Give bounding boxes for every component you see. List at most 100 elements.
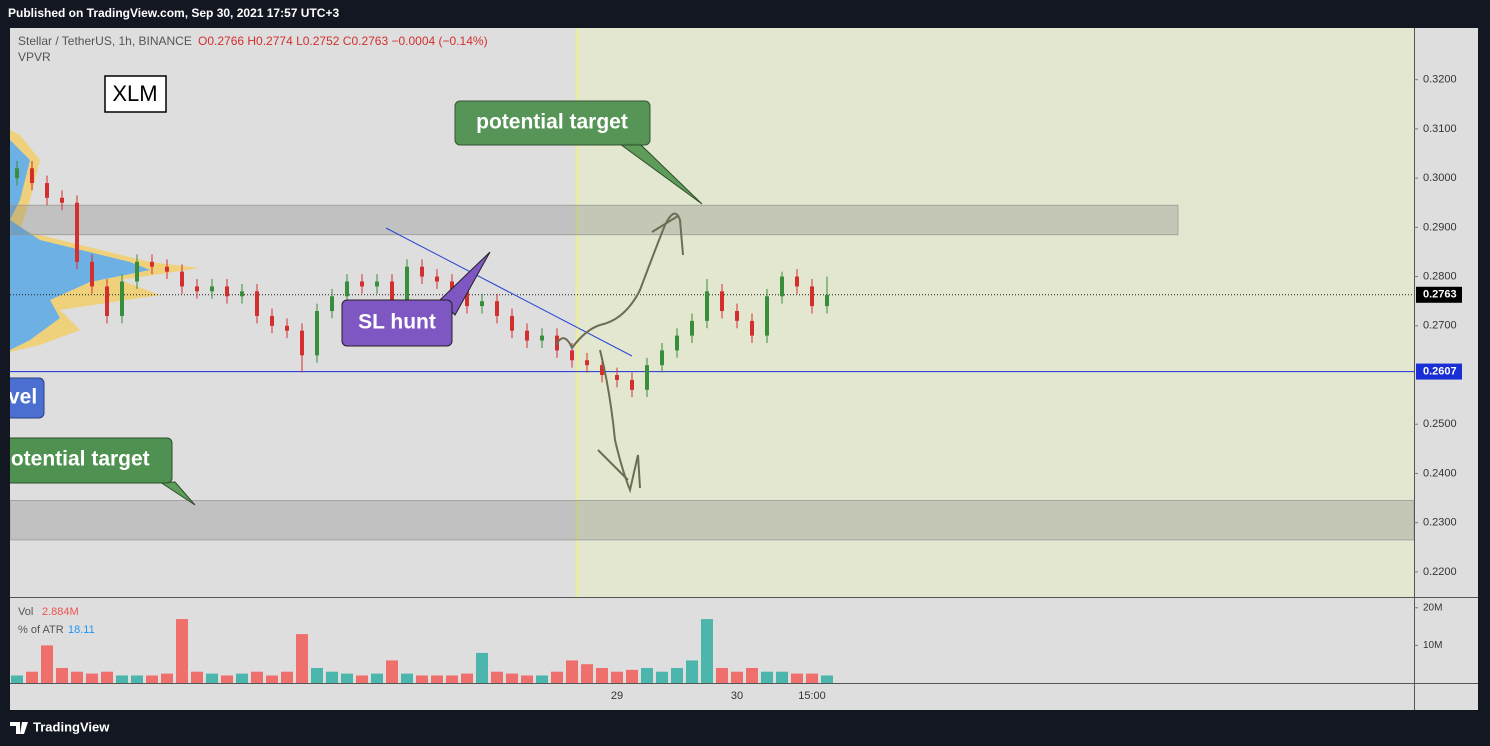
candle-body: [150, 261, 154, 267]
target-callout-top: potential target: [454, 100, 703, 205]
candle-body: [75, 202, 79, 262]
candle-body: [210, 286, 214, 292]
candle-body: [615, 375, 619, 380]
candle-body: [495, 301, 499, 316]
candle-body: [240, 291, 244, 297]
candle-body: [795, 276, 799, 287]
x-tick-label: 30: [731, 690, 743, 702]
annotation-text: SL hunt: [358, 311, 436, 334]
volume-bar: [671, 667, 683, 683]
volume-bar: [86, 673, 98, 683]
y-tick-label: 0.2800: [1423, 270, 1457, 282]
y-tick-label: 0.2700: [1423, 320, 1457, 332]
volume-bar: [101, 671, 113, 683]
volume-bar: [296, 634, 308, 683]
candle-body: [165, 266, 169, 272]
volume-bar: [206, 673, 218, 683]
candle-body: [225, 286, 229, 297]
volume-bar: [521, 675, 533, 683]
candle-body: [345, 281, 349, 297]
y-tick-label: 0.3100: [1423, 123, 1457, 135]
candle-body: [525, 330, 529, 341]
y-tick-label: 0.2300: [1423, 517, 1457, 529]
y-tick-label: 0.3000: [1423, 172, 1457, 184]
volume-bar: [596, 667, 608, 683]
candle-body: [600, 365, 604, 376]
annotation-text: XLM: [112, 81, 157, 106]
candle-body: [135, 261, 139, 282]
indicator-label: VPVR: [18, 50, 51, 64]
brand-logo: [10, 722, 28, 734]
volume-pane: [11, 619, 833, 683]
candle-body: [645, 365, 649, 390]
candle-body: [510, 315, 514, 331]
candle-body: [810, 286, 814, 307]
volume-bar: [806, 673, 818, 683]
volume-bar: [821, 675, 833, 683]
highlight-region: [576, 28, 1414, 597]
candle-body: [825, 294, 829, 307]
candle-body: [585, 360, 589, 366]
volume-bar: [626, 669, 638, 683]
candle-body: [750, 320, 754, 336]
volume-label: Vol: [18, 606, 33, 618]
candle-body: [315, 311, 319, 356]
candle-body: [630, 379, 634, 390]
volume-bar: [611, 671, 623, 683]
volume-bar: [506, 673, 518, 683]
volume-bar: [416, 675, 428, 683]
volume-bar: [476, 652, 488, 683]
candle-body: [660, 350, 664, 366]
y-tick-label: 0.2400: [1423, 467, 1457, 479]
volume-bar: [41, 645, 53, 683]
volume-bar: [356, 675, 368, 683]
atr-label: % of ATR: [18, 624, 64, 636]
candle-body: [570, 350, 574, 361]
volume-tick-label: 10M: [1423, 640, 1442, 651]
y-tick-label: 0.3200: [1423, 74, 1457, 86]
candle-body: [480, 301, 484, 307]
volume-profile: [10, 130, 200, 352]
volume-bar: [791, 673, 803, 683]
main-pane: [10, 130, 1414, 541]
candle-body: [45, 183, 49, 198]
volume-bar: [251, 671, 263, 683]
candle-body: [15, 168, 19, 179]
candle-body: [120, 281, 124, 316]
volume-bar: [311, 667, 323, 683]
volume-bar: [11, 675, 23, 683]
volume-bar: [701, 619, 713, 683]
volume-bar: [716, 667, 728, 683]
volume-bar: [536, 675, 548, 683]
price-zone: [10, 204, 1179, 236]
drawings: [385, 212, 684, 494]
volume-bar: [431, 675, 443, 683]
candle-body: [360, 281, 364, 287]
volume-bar: [461, 673, 473, 683]
volume-bar: [401, 673, 413, 683]
level-label: 0.2607: [1423, 365, 1457, 377]
volume-bar: [281, 671, 293, 683]
ohlc-legend: O0.2766 H0.2774 L0.2752 C0.2763 −0.0004 …: [198, 34, 488, 48]
candle-body: [690, 320, 694, 336]
volume-bar: [386, 660, 398, 683]
volume-tick-label: 20M: [1423, 602, 1442, 613]
candle-body: [450, 281, 454, 292]
y-tick-label: 0.2900: [1423, 221, 1457, 233]
candle-body: [735, 311, 739, 321]
volume-bar: [131, 675, 143, 683]
volume-bar: [566, 660, 578, 683]
candle-body: [255, 291, 259, 316]
volume-bar: [221, 675, 233, 683]
candle-body: [420, 266, 424, 277]
annotation-text: vel: [8, 386, 37, 409]
candle-body: [540, 335, 544, 341]
footer-brand: TradingView: [33, 719, 110, 734]
volume-bar: [491, 671, 503, 683]
candle-body: [465, 291, 469, 307]
y-tick-label: 0.2200: [1423, 566, 1457, 578]
atr-value: 18.11: [68, 624, 95, 636]
volume-bar: [146, 675, 158, 683]
level-callout: vel: [8, 377, 45, 419]
